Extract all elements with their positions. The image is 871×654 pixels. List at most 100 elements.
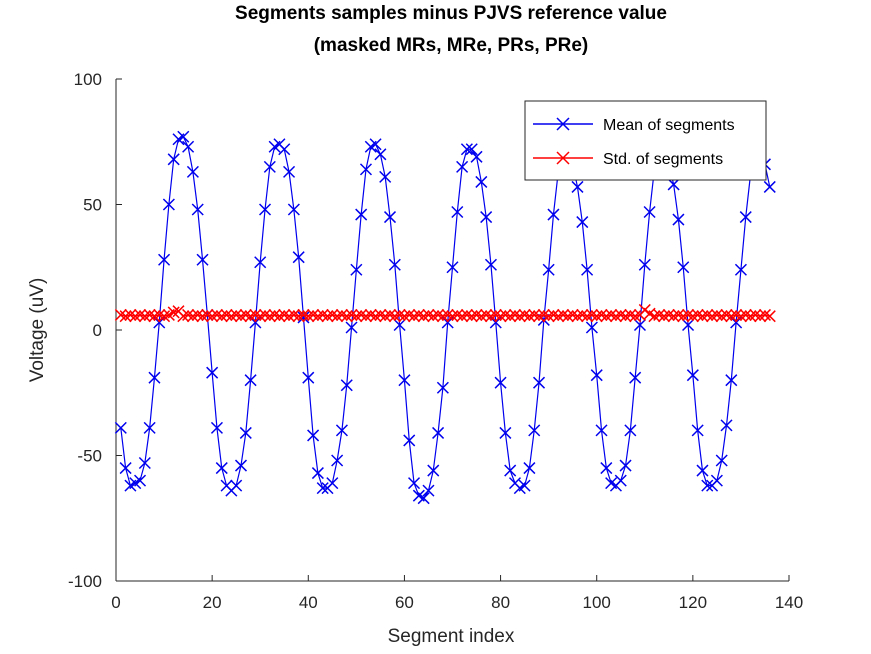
y-tick-label: -100 bbox=[68, 572, 102, 591]
data-point-mean bbox=[359, 163, 373, 176]
data-point-mean bbox=[138, 456, 151, 470]
data-point-std bbox=[456, 310, 469, 323]
data-point-std bbox=[316, 308, 329, 321]
data-point-std bbox=[196, 310, 209, 323]
data-point-std bbox=[754, 310, 767, 323]
data-point-std bbox=[412, 308, 425, 321]
data-point-mean bbox=[518, 479, 531, 492]
data-point-mean bbox=[614, 474, 627, 487]
data-point-mean bbox=[686, 369, 699, 382]
data-point-mean bbox=[182, 140, 195, 153]
data-point-std bbox=[480, 308, 493, 321]
data-point-std bbox=[191, 308, 204, 321]
data-point-mean bbox=[528, 424, 541, 437]
data-point-mean bbox=[633, 318, 647, 332]
legend-std-marker-icon bbox=[556, 151, 570, 165]
data-point-mean bbox=[499, 426, 512, 439]
data-point-mean bbox=[239, 426, 252, 439]
data-point-std bbox=[408, 310, 421, 323]
data-point-std bbox=[585, 308, 598, 321]
data-point-std bbox=[287, 308, 300, 321]
data-point-std bbox=[427, 310, 440, 323]
data-point-mean bbox=[585, 321, 598, 334]
data-point-std bbox=[528, 308, 541, 321]
data-point-std bbox=[134, 308, 147, 321]
data-point-mean bbox=[715, 454, 728, 467]
data-point-mean bbox=[691, 424, 704, 437]
data-point-mean bbox=[504, 464, 517, 477]
data-point-mean bbox=[427, 464, 440, 477]
data-point-std bbox=[239, 308, 252, 321]
data-point-mean bbox=[230, 479, 243, 492]
data-point-std bbox=[662, 308, 675, 321]
data-point-mean bbox=[374, 148, 387, 161]
data-point-std bbox=[124, 308, 137, 321]
data-point-mean bbox=[734, 263, 747, 276]
data-point-mean bbox=[484, 258, 497, 271]
data-point-mean bbox=[542, 263, 555, 276]
data-point-mean bbox=[682, 318, 695, 332]
data-point-std bbox=[552, 310, 565, 323]
data-point-std bbox=[119, 310, 132, 323]
data-point-std bbox=[576, 308, 589, 321]
data-point-std bbox=[355, 308, 368, 321]
data-point-std bbox=[600, 310, 613, 323]
data-point-mean bbox=[177, 130, 190, 143]
data-point-std bbox=[374, 308, 387, 321]
data-point-std bbox=[686, 310, 699, 323]
data-point-mean bbox=[393, 318, 406, 332]
data-point-std bbox=[513, 310, 526, 323]
y-tick-label: -50 bbox=[77, 447, 102, 466]
data-point-mean bbox=[576, 216, 589, 229]
data-point-std bbox=[691, 308, 704, 321]
data-point-std bbox=[388, 310, 401, 323]
data-point-std bbox=[220, 308, 233, 321]
data-point-std bbox=[475, 310, 488, 323]
data-point-mean bbox=[331, 454, 344, 467]
data-point-std bbox=[667, 310, 680, 323]
data-point-std bbox=[292, 310, 305, 323]
data-point-std bbox=[383, 308, 397, 321]
data-point-std bbox=[302, 310, 315, 323]
x-tick-label: 80 bbox=[491, 593, 510, 612]
data-point-std bbox=[504, 310, 517, 323]
data-point-mean bbox=[210, 421, 223, 434]
data-point-std bbox=[706, 310, 719, 323]
data-point-mean bbox=[191, 203, 204, 216]
data-point-mean bbox=[383, 211, 397, 224]
data-point-std bbox=[701, 308, 714, 321]
data-point-mean bbox=[206, 366, 219, 379]
data-point-mean bbox=[345, 321, 358, 334]
data-point-std bbox=[547, 308, 560, 321]
data-point-std bbox=[619, 310, 632, 323]
data-point-mean bbox=[465, 143, 478, 156]
data-point-std bbox=[763, 310, 776, 323]
data-point-mean bbox=[638, 258, 651, 271]
x-tick-label: 0 bbox=[111, 593, 120, 612]
legend-mean-marker-icon bbox=[556, 117, 570, 131]
data-point-std bbox=[398, 310, 411, 323]
data-point-mean bbox=[148, 371, 161, 384]
x-axis-label: Segment index bbox=[388, 626, 515, 647]
data-point-std bbox=[206, 310, 219, 323]
data-point-mean bbox=[739, 211, 752, 224]
data-point-mean bbox=[595, 424, 608, 437]
data-point-mean bbox=[422, 484, 435, 497]
data-point-mean bbox=[436, 381, 449, 394]
data-point-mean bbox=[480, 211, 493, 224]
data-point-std bbox=[710, 308, 723, 321]
data-point-std bbox=[326, 308, 339, 321]
data-point-std bbox=[508, 308, 522, 321]
data-point-mean bbox=[470, 150, 483, 163]
data-point-std bbox=[590, 310, 603, 323]
data-point-mean bbox=[408, 477, 421, 490]
data-point-std bbox=[720, 308, 733, 321]
y-tick-label: 50 bbox=[83, 196, 102, 215]
y-tick-label: 0 bbox=[93, 321, 102, 340]
data-point-std bbox=[148, 310, 161, 323]
data-point-std bbox=[350, 310, 363, 323]
data-point-std bbox=[254, 310, 267, 323]
y-axis-label: Voltage (uV) bbox=[27, 278, 48, 383]
series-line-std bbox=[120, 309, 770, 317]
data-point-mean bbox=[547, 208, 560, 221]
